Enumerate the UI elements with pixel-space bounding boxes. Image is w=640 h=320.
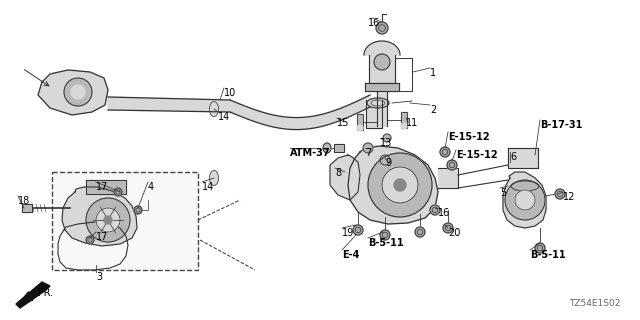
Text: 18: 18 [18, 196, 30, 206]
Text: 20: 20 [448, 228, 460, 238]
Circle shape [515, 190, 535, 210]
Ellipse shape [209, 171, 218, 186]
Circle shape [505, 180, 545, 220]
Text: B-17-31: B-17-31 [540, 120, 582, 130]
Bar [377, 91, 387, 126]
Polygon shape [330, 155, 360, 200]
Polygon shape [364, 41, 400, 55]
Circle shape [535, 243, 545, 253]
Text: 16: 16 [368, 18, 380, 28]
Text: 6: 6 [510, 152, 516, 162]
Ellipse shape [511, 181, 539, 191]
Text: E-15-12: E-15-12 [456, 150, 498, 160]
Text: 8: 8 [335, 168, 341, 178]
Bar [366, 100, 382, 128]
Text: 12: 12 [563, 192, 575, 202]
Bar [22, 204, 32, 212]
Bar [52, 172, 198, 270]
Circle shape [86, 236, 94, 244]
Polygon shape [38, 70, 108, 115]
Circle shape [374, 54, 390, 70]
Text: E-4: E-4 [342, 250, 360, 260]
Bar [334, 144, 344, 152]
Ellipse shape [371, 100, 385, 106]
Circle shape [415, 227, 425, 237]
Text: 9: 9 [385, 158, 391, 168]
Polygon shape [62, 187, 137, 246]
Text: 13: 13 [380, 138, 392, 148]
Text: 4: 4 [148, 182, 154, 192]
Text: ATM-37: ATM-37 [290, 148, 331, 158]
Circle shape [376, 22, 388, 34]
Polygon shape [503, 172, 546, 228]
Bar [438, 168, 458, 188]
Text: 17: 17 [96, 232, 108, 242]
Text: 10: 10 [224, 88, 236, 98]
Ellipse shape [323, 143, 331, 153]
Ellipse shape [367, 98, 389, 108]
Circle shape [440, 147, 450, 157]
Text: 19: 19 [342, 228, 355, 238]
Circle shape [394, 179, 406, 191]
Text: 3: 3 [96, 272, 102, 282]
Circle shape [114, 188, 122, 196]
Bar [369, 55, 395, 83]
Bar [357, 114, 363, 130]
Circle shape [86, 198, 130, 242]
Text: 14: 14 [202, 182, 214, 192]
Polygon shape [348, 146, 438, 224]
Circle shape [443, 223, 453, 233]
Text: 5: 5 [500, 188, 506, 198]
Bar [401, 112, 407, 128]
Text: 11: 11 [406, 118, 419, 128]
Text: 1: 1 [430, 68, 436, 78]
Circle shape [357, 125, 363, 131]
Circle shape [430, 205, 440, 215]
Circle shape [71, 85, 85, 99]
Text: 16: 16 [438, 208, 451, 218]
Bar [365, 83, 399, 91]
Text: TZ54E1S02: TZ54E1S02 [568, 299, 620, 308]
Circle shape [134, 206, 142, 214]
Text: B-5-11: B-5-11 [530, 250, 566, 260]
Circle shape [104, 216, 112, 224]
Circle shape [380, 155, 390, 165]
Bar [357, 114, 363, 130]
Text: B-5-11: B-5-11 [368, 238, 404, 248]
Ellipse shape [209, 101, 218, 116]
Circle shape [64, 78, 92, 106]
Polygon shape [230, 95, 370, 130]
Bar [86, 180, 126, 194]
Bar [508, 148, 538, 168]
Bar [334, 144, 344, 152]
Circle shape [555, 189, 565, 199]
Polygon shape [108, 97, 230, 112]
Text: 14: 14 [218, 112, 230, 122]
Circle shape [447, 160, 457, 170]
Polygon shape [16, 282, 50, 308]
Text: 7: 7 [365, 148, 371, 158]
Circle shape [363, 143, 373, 153]
Text: FR.: FR. [38, 288, 53, 298]
Circle shape [383, 134, 391, 142]
Circle shape [353, 225, 363, 235]
Circle shape [382, 167, 418, 203]
Text: E-15-12: E-15-12 [448, 132, 490, 142]
Text: 2: 2 [430, 105, 436, 115]
Bar [401, 112, 407, 128]
Circle shape [368, 153, 432, 217]
Circle shape [380, 230, 390, 240]
Circle shape [96, 208, 120, 232]
Text: 15: 15 [337, 118, 349, 128]
Text: 17: 17 [96, 182, 108, 192]
Bar [22, 204, 32, 212]
Circle shape [401, 123, 407, 129]
